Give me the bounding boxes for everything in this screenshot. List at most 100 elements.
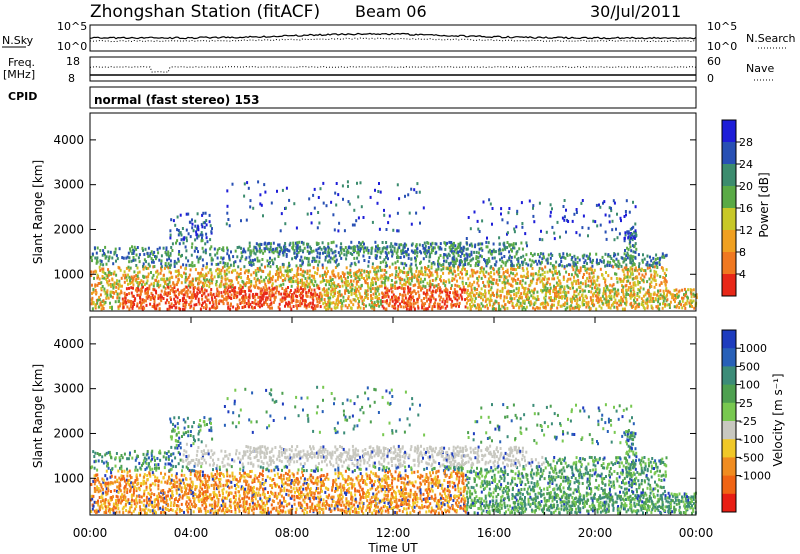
range-cell (693, 306, 696, 310)
range-cell (118, 283, 121, 287)
range-cell (323, 289, 326, 293)
range-cell (354, 286, 357, 290)
range-cell (361, 240, 364, 244)
range-cell (583, 261, 586, 265)
range-cell (157, 502, 160, 506)
range-cell (320, 293, 323, 297)
range-cell (294, 241, 297, 245)
range-cell (379, 261, 382, 265)
range-cell (381, 300, 384, 304)
range-cell (443, 253, 446, 256)
range-cell (589, 257, 592, 261)
range-cell (152, 259, 154, 262)
range-cell (329, 275, 332, 279)
range-cell (267, 279, 270, 283)
range-cell (322, 181, 325, 185)
range-cell (162, 498, 165, 502)
range-cell (551, 303, 554, 307)
range-cell (535, 306, 538, 309)
range-cell (362, 247, 365, 251)
range-cell (376, 265, 379, 269)
range-cell (160, 499, 163, 503)
range-cell (249, 249, 252, 253)
range-cell (369, 284, 372, 288)
range-cell (541, 238, 544, 242)
range-cell (657, 300, 660, 304)
range-cell (405, 263, 408, 267)
range-cell (651, 306, 654, 310)
range-cell (515, 294, 518, 298)
range-cell (513, 230, 516, 234)
range-cell (108, 279, 111, 283)
range-cell (238, 507, 240, 511)
range-cell (375, 304, 378, 307)
range-cell (143, 499, 146, 503)
range-cell (312, 295, 314, 298)
range-cell (173, 259, 176, 263)
range-cell (367, 251, 370, 255)
range-cell (337, 272, 340, 276)
range-cell (352, 298, 355, 302)
range-cell (549, 256, 552, 260)
range-cell (211, 277, 214, 281)
range-cell (264, 507, 267, 511)
range-cell (130, 280, 133, 284)
range-cell (543, 275, 546, 279)
range-cell (625, 303, 628, 307)
range-cell (250, 263, 253, 267)
range-cell (401, 283, 404, 287)
range-cell (461, 290, 464, 294)
range-cell (497, 307, 500, 311)
range-cell (391, 286, 394, 289)
range-cell (593, 291, 596, 295)
range-cell (475, 261, 477, 265)
range-cell (226, 264, 229, 268)
range-cell (298, 493, 300, 496)
range-cell (92, 270, 95, 274)
range-cell (165, 246, 168, 250)
range-cell (244, 250, 247, 254)
range-cell (609, 291, 612, 295)
range-cell (192, 307, 195, 311)
range-cell (286, 269, 289, 273)
range-cell (178, 510, 181, 514)
range-cell (338, 221, 341, 225)
range-cell (232, 255, 235, 259)
range-cell (377, 190, 380, 193)
range-cell (125, 509, 128, 512)
range-cell (400, 286, 403, 290)
range-cell (476, 270, 479, 274)
range-cell (210, 273, 213, 277)
range-cell (118, 498, 121, 502)
range-cell (458, 304, 460, 308)
range-cell (254, 252, 257, 256)
range-cell (484, 275, 487, 279)
range-cell (450, 247, 453, 251)
range-cell (541, 267, 544, 271)
range-cell (440, 305, 443, 309)
range-cell (122, 299, 125, 303)
range-cell (526, 292, 529, 296)
range-cell (355, 219, 358, 223)
range-cell (611, 228, 614, 232)
range-cell (243, 493, 246, 497)
range-cell (398, 197, 401, 201)
range-cell (331, 272, 334, 276)
range-cell (242, 294, 245, 298)
range-cell (267, 511, 270, 515)
range-cell (307, 303, 310, 307)
range-cell (380, 299, 382, 303)
range-cell (263, 301, 266, 305)
range-cell (508, 282, 511, 286)
range-cell (381, 304, 384, 308)
range-cell (479, 254, 482, 258)
range-cell (424, 285, 427, 289)
range-cell (521, 222, 524, 225)
range-cell (239, 504, 242, 508)
range-cell (159, 506, 162, 510)
range-cell (573, 290, 576, 294)
range-cell (301, 296, 304, 300)
range-cell (306, 294, 309, 298)
range-cell (210, 288, 213, 291)
range-cell (225, 282, 228, 286)
